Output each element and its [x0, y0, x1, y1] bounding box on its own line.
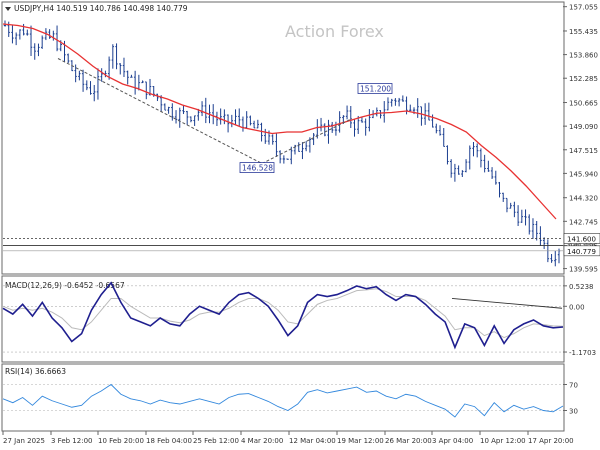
x-tick-label: 4 Mar 20:00 — [241, 437, 283, 445]
x-tick-label: 17 Apr 20:00 — [528, 437, 574, 445]
rsi-line — [2, 383, 564, 418]
rsi-panel[interactable] — [1, 363, 565, 432]
moving-average-line — [2, 23, 557, 220]
price-tick-label: 145.940 — [569, 170, 598, 178]
price-tick-label: 139.595 — [569, 266, 598, 274]
macd-tick-label: -1.1703 — [569, 349, 596, 357]
macd-trendline — [451, 298, 563, 309]
price-annotation: 151.200 — [360, 85, 391, 94]
level-label-box — [563, 233, 600, 244]
trendline-down — [57, 58, 263, 164]
x-tick-label: 25 Feb 12:00 — [193, 437, 239, 445]
macd-tick-label: 0.5238 — [569, 283, 594, 291]
macd-tick-label: 0.00 — [569, 303, 585, 311]
rsi-title: RSI(14) 36.6663 — [5, 367, 66, 376]
price-tick-label: 152.285 — [569, 75, 598, 83]
price-tick-label: 149.090 — [569, 123, 598, 131]
x-tick-label: 10 Apr 12:00 — [480, 437, 526, 445]
rsi-tick-label: 30 — [569, 408, 578, 416]
rsi-tick-label: 70 — [569, 382, 578, 390]
price-annotation: 146.528 — [242, 164, 273, 173]
current-price-label: 140.779 — [567, 248, 596, 256]
price-tick-label: 155.435 — [569, 28, 598, 36]
price-annotation-box — [239, 162, 275, 173]
price-tick-label: 157.055 — [569, 4, 598, 12]
x-tick-label: 10 Feb 20:00 — [98, 437, 144, 445]
price-tick-label: 144.320 — [569, 195, 598, 203]
x-tick-label: 3 Feb 12:00 — [51, 437, 92, 445]
macd-title: MACD(12,26,9) -0.6452 -0.6567 — [5, 281, 125, 290]
x-tick-label: 27 Jan 2025 — [3, 437, 45, 445]
watermark: Action Forex — [285, 22, 384, 41]
x-tick-label: 19 Mar 12:00 — [337, 437, 384, 445]
trendline-up — [261, 118, 353, 164]
price-tick-label: 147.515 — [569, 147, 598, 155]
price-tick-label: 142.745 — [569, 218, 598, 226]
macd-panel[interactable] — [1, 275, 565, 363]
price-annotation-box — [357, 83, 393, 94]
x-tick-label: 18 Feb 04:00 — [146, 437, 192, 445]
macd-series-macd — [2, 281, 564, 350]
level-label: 141.600 — [567, 236, 596, 244]
current-price-box — [563, 245, 600, 257]
price-panel[interactable] — [1, 1, 565, 275]
price-tick-label: 153.860 — [569, 52, 598, 60]
collapse-triangle-icon[interactable] — [5, 7, 11, 11]
x-tick-label: 26 Mar 20:00 — [385, 437, 432, 445]
x-tick-label: 12 Mar 04:00 — [289, 437, 336, 445]
price-tick-label: 150.665 — [569, 100, 598, 108]
x-tick-label: 3 Apr 04:00 — [432, 437, 473, 445]
macd-series-signal — [2, 288, 564, 339]
symbol-line: USDJPY,H4 140.519 140.786 140.498 140.77… — [14, 4, 188, 13]
